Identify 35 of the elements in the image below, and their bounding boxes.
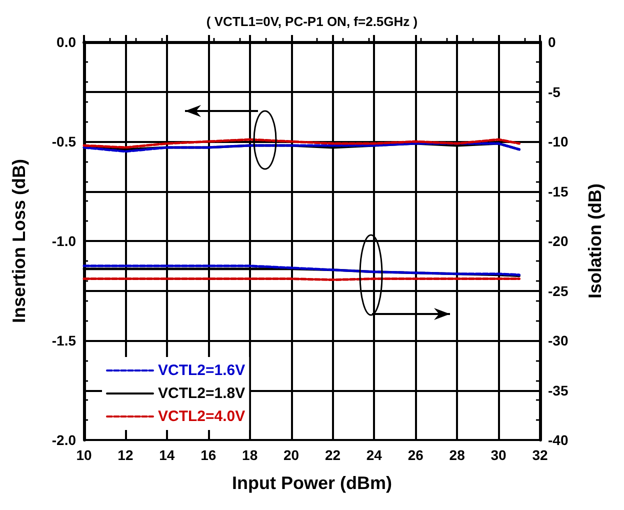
x-tick-label: 22 [324, 447, 341, 463]
line-series [82, 138, 521, 149]
legend-label: VCTL2=4.0V [158, 408, 246, 425]
x-tick-label: 30 [490, 447, 507, 463]
x-tick-label: 24 [366, 447, 382, 463]
y2-tick-label: -20 [548, 233, 568, 249]
y2-axis-title: Isolation (dB) [585, 184, 605, 298]
y2-tick-label: -40 [548, 432, 568, 448]
legend-label: VCTL2=1.8V [158, 385, 246, 402]
x-axis-title: Input Power (dBm) [232, 473, 392, 493]
x-tick-label: 28 [449, 447, 466, 463]
x-tick-label: 10 [76, 447, 92, 463]
y-axis-title: Insertion Loss (dB) [9, 158, 29, 324]
y2-tick-label: -25 [548, 282, 568, 299]
chart-title: ( VCTL1=0V, PC-P1 ON, f=2.5GHz ) [206, 14, 418, 29]
y-tick-label: -1.5 [52, 332, 76, 348]
line-series [82, 264, 521, 276]
y-tick-label: -2.0 [52, 432, 76, 448]
x-tick-label: 12 [118, 447, 134, 463]
y2-tick-label: -10 [548, 134, 568, 150]
y-tick-label: -0.5 [52, 134, 76, 150]
x-tick-label: 20 [283, 447, 300, 463]
x-tick-label: 18 [242, 447, 258, 463]
y2-tick-label: -35 [548, 382, 568, 398]
y-tick-label: 0.0 [56, 34, 76, 50]
y2-tick-label: -5 [548, 84, 561, 100]
x-tick-label: 32 [532, 447, 548, 463]
legend-label: VCTL2=1.6V [158, 362, 246, 379]
y2-tick-label: -30 [548, 332, 568, 348]
x-tick-label: 16 [200, 447, 216, 463]
y2-tick-label: 0 [548, 34, 556, 50]
x-tick-label: 14 [159, 447, 175, 463]
y-tick-label: -1.0 [52, 233, 76, 249]
x-tick-label: 26 [408, 447, 424, 463]
y2-tick-label: -15 [548, 183, 568, 200]
